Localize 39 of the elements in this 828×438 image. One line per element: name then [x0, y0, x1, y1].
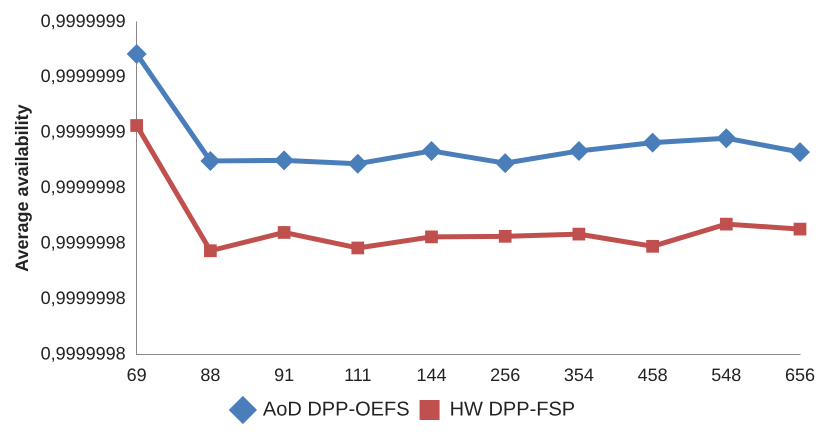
point	[716, 128, 736, 148]
point	[204, 244, 217, 258]
legend-label: AoD DPP-OEFS	[262, 398, 410, 421]
x-tick-label: 354	[564, 365, 594, 386]
point	[498, 230, 512, 243]
x-tick-label: 458	[638, 365, 668, 386]
point	[130, 119, 144, 132]
x-tick-label: 88	[200, 365, 220, 386]
point	[421, 140, 442, 161]
point	[642, 132, 663, 153]
y-tick-label: 0,9999999	[40, 66, 126, 86]
point	[720, 218, 733, 230]
point	[790, 142, 810, 162]
point	[425, 230, 438, 244]
point	[495, 153, 516, 174]
point	[278, 226, 290, 239]
x-tick-label: 548	[711, 365, 742, 386]
point	[351, 242, 364, 254]
point	[572, 228, 586, 240]
y-axis-title: Average availability	[12, 104, 32, 272]
x-tick-label: 144	[416, 365, 447, 386]
x-tick-label: 69	[126, 365, 147, 386]
y-tick-label: 0,9999999	[40, 122, 126, 142]
point	[646, 240, 659, 253]
x-tick-label: 256	[490, 365, 520, 386]
point	[794, 222, 806, 236]
y-tick-label: 0,9999998	[40, 232, 126, 252]
y-tick-label: 0,9999998	[40, 177, 126, 198]
y-tick-label: 0,9999999	[40, 10, 126, 31]
point	[200, 150, 220, 171]
legend-label: HW DPP-FSP	[450, 398, 576, 421]
x-tick-label: 656	[784, 365, 816, 386]
point	[126, 44, 147, 64]
x-tick-label: 111	[344, 365, 372, 386]
x-tick-label: 91	[274, 365, 294, 386]
y-tick-label: 0,9999998	[40, 343, 126, 364]
point	[348, 154, 368, 174]
point	[568, 140, 589, 161]
y-tick-label: 0,9999998	[40, 288, 126, 308]
